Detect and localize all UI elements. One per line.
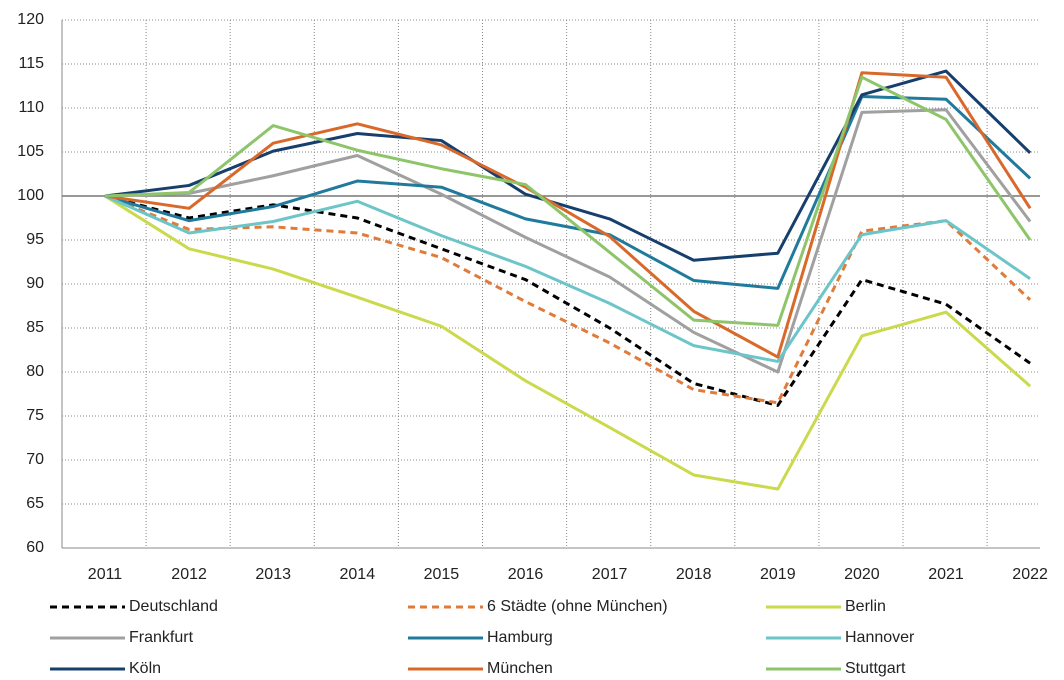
series-line	[104, 194, 1031, 407]
legend-label: Deutschland	[129, 598, 218, 615]
y-tick-label: 120	[17, 11, 44, 28]
x-tick-label: 2011	[88, 566, 123, 583]
legend-label: 6 Städte (ohne München)	[487, 598, 668, 615]
series-line	[104, 75, 1032, 327]
x-tick-label: 2022	[1012, 566, 1048, 583]
legend-label: Hannover	[845, 629, 915, 646]
legend-label: Berlin	[845, 598, 886, 615]
x-tick-label: 2013	[255, 566, 291, 583]
y-tick-label: 85	[26, 319, 44, 336]
series-line	[104, 194, 1032, 491]
x-tick-label: 2019	[760, 566, 796, 583]
y-tick-label: 100	[17, 187, 44, 204]
legend-label: München	[487, 660, 553, 677]
series-line	[104, 194, 1031, 363]
series-line	[104, 194, 1032, 405]
series-line	[104, 69, 1032, 262]
legend-label: Frankfurt	[129, 629, 194, 646]
x-tick-label: 2015	[424, 566, 460, 583]
x-tick-label: 2016	[508, 566, 544, 583]
x-tick-label: 2020	[844, 566, 880, 583]
y-tick-label: 60	[26, 539, 44, 556]
y-tick-label: 80	[26, 363, 44, 380]
y-tick-label: 90	[26, 275, 44, 292]
x-tick-label: 2012	[171, 566, 207, 583]
y-tick-label: 115	[18, 55, 44, 72]
series-line	[104, 95, 1032, 290]
y-tick-label: 70	[26, 451, 44, 468]
y-tick-label: 105	[17, 143, 44, 160]
legend-label: Stuttgart	[845, 660, 906, 677]
series-line	[104, 108, 1032, 374]
x-tick-label: 2021	[928, 566, 964, 583]
legend-label: Köln	[129, 660, 161, 677]
y-tick-label: 95	[26, 231, 44, 248]
series-line	[104, 71, 1032, 359]
x-tick-label: 2017	[592, 566, 628, 583]
x-tick-label: 2018	[676, 566, 712, 583]
y-tick-label: 65	[26, 495, 44, 512]
x-tick-label: 2014	[340, 566, 376, 583]
y-tick-label: 110	[18, 99, 44, 116]
legend-label: Hamburg	[487, 629, 553, 646]
y-tick-label: 75	[26, 407, 44, 424]
